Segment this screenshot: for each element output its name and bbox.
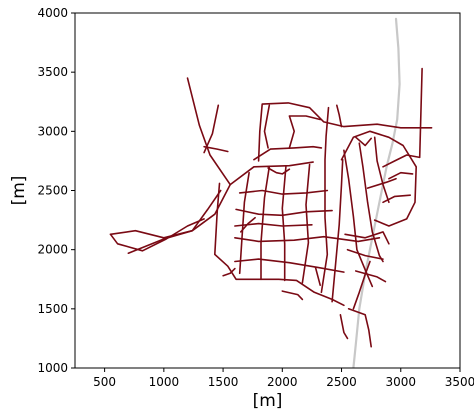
x-tick-label: 1000: [149, 375, 180, 389]
y-axis-ticks: 1000 1500 2000 2500 3000 3500 4000: [37, 6, 75, 375]
road-segment-32: [352, 260, 371, 310]
x-tick-label: 2500: [326, 375, 357, 389]
road-segment-5: [203, 145, 229, 153]
road-segment-15: [301, 163, 311, 284]
road-segment-33: [347, 307, 373, 348]
x-axis-label: [m]: [253, 391, 283, 411]
road-segment-4: [203, 104, 220, 154]
road-segment-14: [281, 166, 287, 282]
y-tick-label: 4000: [37, 6, 68, 20]
y-tick-label: 3000: [37, 124, 68, 138]
y-tick-label: 3500: [37, 65, 68, 79]
road-segment-0: [109, 161, 314, 239]
road-segment-26: [382, 67, 423, 168]
road-segment-35: [314, 266, 322, 287]
road-segment-39: [222, 267, 236, 277]
x-tick-label: 1500: [208, 375, 239, 389]
road-segment-8: [235, 208, 333, 217]
road-segment-25: [373, 136, 390, 204]
network-series: [109, 67, 433, 348]
road-segment-34: [339, 313, 349, 340]
road-segment-19: [253, 145, 323, 161]
plot-frame: [74, 12, 461, 369]
road-segment-40: [281, 290, 304, 301]
rail-series: [352, 17, 401, 368]
road-segment-36: [366, 177, 397, 189]
rail-line-0: [352, 17, 401, 368]
y-tick-label: 2500: [37, 184, 68, 198]
road-segment-2: [127, 189, 222, 254]
road-segment-17: [331, 158, 344, 303]
x-tick-label: 2000: [267, 375, 298, 389]
road-segment-6: [214, 182, 345, 307]
x-tick-label: 500: [93, 375, 116, 389]
x-tick-label: 3000: [385, 375, 416, 389]
road-segment-21: [288, 115, 322, 149]
y-tick-label: 1500: [37, 302, 68, 316]
road-segment-18: [257, 102, 433, 162]
road-segment-20: [263, 104, 271, 149]
road-segment-13: [260, 166, 271, 281]
plot-area: [109, 17, 433, 368]
road-segment-30: [346, 248, 384, 260]
y-axis-label: [m]: [9, 176, 29, 206]
road-segment-1: [109, 218, 205, 252]
y-tick-label: 1000: [37, 361, 68, 375]
road-segment-11: [234, 258, 345, 273]
y-tick-label: 2000: [37, 243, 68, 257]
road-segment-16: [320, 106, 330, 294]
road-segment-41: [335, 104, 343, 128]
road-segment-38: [240, 216, 256, 233]
road-segment-7: [234, 235, 381, 243]
road-segment-12: [238, 171, 250, 275]
road-segment-37: [267, 167, 291, 175]
road-segment-31: [354, 270, 387, 283]
road-segment-28: [382, 194, 412, 204]
road-segment-29: [344, 231, 390, 245]
road-segment-9: [238, 189, 329, 195]
x-axis-ticks: 500 1000 1500 2000 2500 3000 3500: [93, 368, 474, 389]
road-segment-3: [186, 77, 231, 186]
x-tick-label: 3500: [445, 375, 474, 389]
road-segment-42: [354, 136, 373, 147]
road-segment-27: [388, 171, 414, 180]
road-segment-24: [358, 142, 384, 263]
